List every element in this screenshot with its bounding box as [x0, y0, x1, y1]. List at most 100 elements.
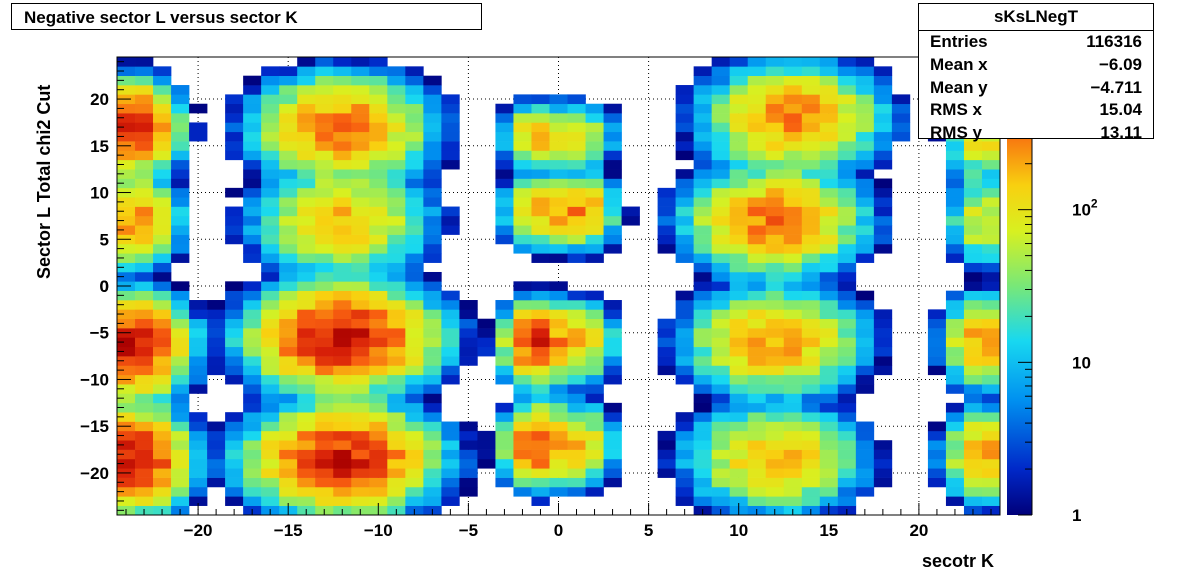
- heatmap-cell: [801, 66, 821, 76]
- heatmap-cell: [837, 271, 857, 282]
- heatmap-cell: [405, 449, 424, 460]
- heatmap-cell: [423, 225, 442, 235]
- heatmap-cell: [459, 318, 478, 329]
- heatmap-cell: [747, 262, 767, 273]
- heatmap-cell: [729, 243, 749, 254]
- y-tick-label: −15: [80, 417, 109, 436]
- heatmap-cell: [531, 421, 550, 432]
- stats-label: Entries: [930, 32, 988, 51]
- heatmap-cell: [549, 337, 568, 348]
- heatmap-cell: [801, 131, 821, 142]
- heatmap-cell: [819, 449, 839, 460]
- heatmap-cell: [135, 477, 154, 488]
- heatmap-cell: [783, 393, 803, 404]
- heatmap-cell: [585, 440, 604, 450]
- heatmap-cell: [945, 356, 965, 366]
- heatmap-cell: [297, 393, 316, 404]
- heatmap-cell: [837, 66, 857, 76]
- heatmap-cell: [603, 440, 622, 450]
- heatmap-cell: [729, 225, 749, 235]
- heatmap-cell: [963, 234, 983, 245]
- heatmap-cell: [783, 85, 803, 95]
- heatmap-cell: [333, 337, 352, 348]
- heatmap-cell: [747, 393, 767, 404]
- heatmap-cell: [711, 468, 730, 478]
- heatmap-cell: [963, 440, 983, 450]
- heatmap-cell: [819, 290, 839, 301]
- heatmap-cell: [963, 365, 983, 376]
- heatmap-cell: [585, 113, 604, 123]
- heatmap-cell: [423, 159, 442, 170]
- heatmap-cell: [189, 318, 208, 329]
- heatmap-cell: [207, 300, 226, 310]
- heatmap-cell: [261, 468, 280, 478]
- heatmap-cell: [153, 206, 172, 217]
- heatmap-cell: [225, 122, 244, 133]
- heatmap-cell: [855, 215, 875, 226]
- heatmap-cell: [207, 468, 226, 478]
- heatmap-cell: [351, 215, 370, 226]
- y-tick-label: −5: [90, 324, 109, 343]
- heatmap-cell: [243, 468, 262, 478]
- heatmap-cell: [729, 253, 749, 263]
- heatmap-cell: [297, 412, 316, 422]
- heatmap-cell: [369, 66, 388, 76]
- heatmap-cell: [261, 290, 280, 301]
- heatmap-cell: [135, 215, 154, 226]
- heatmap-cell: [657, 468, 676, 478]
- heatmap-cell: [531, 150, 550, 161]
- heatmap-cell: [423, 477, 442, 488]
- heatmap-cell: [423, 365, 442, 376]
- heatmap-cell: [405, 225, 424, 235]
- heatmap-cell: [279, 356, 298, 366]
- heatmap-cell: [855, 169, 875, 179]
- heatmap-cell: [747, 159, 767, 170]
- heatmap-cell: [531, 309, 550, 320]
- heatmap-cell: [603, 122, 622, 133]
- heatmap-cell: [279, 169, 298, 179]
- heatmap-cell: [873, 131, 893, 142]
- heatmap-cell: [531, 141, 550, 151]
- heatmap-cell: [297, 178, 316, 189]
- heatmap-cell: [405, 271, 424, 282]
- heatmap-cell: [837, 412, 857, 422]
- heatmap-cell: [513, 122, 532, 133]
- heatmap-cell: [729, 477, 749, 488]
- heatmap-cell: [945, 402, 965, 413]
- heatmap-cell: [729, 318, 749, 329]
- heatmap-cell: [135, 187, 154, 198]
- heatmap-cell: [603, 159, 622, 170]
- heatmap-cell: [675, 356, 694, 366]
- heatmap-cell: [153, 103, 172, 114]
- heatmap-cell: [351, 131, 370, 142]
- heatmap-cell: [243, 337, 262, 348]
- heatmap-cell: [297, 75, 316, 86]
- heatmap-cell: [189, 309, 208, 320]
- heatmap-cell: [765, 122, 785, 133]
- heatmap-cell: [225, 328, 244, 338]
- heatmap-cell: [819, 215, 839, 226]
- heatmap-cell: [747, 328, 767, 338]
- heatmap-cell: [189, 131, 208, 142]
- heatmap-cell: [405, 197, 424, 207]
- heatmap-cell: [837, 337, 857, 348]
- heatmap-cell: [477, 430, 496, 441]
- heatmap-cell: [801, 234, 821, 245]
- heatmap-cell: [657, 449, 676, 460]
- heatmap-cell: [189, 365, 208, 376]
- heatmap-cell: [333, 187, 352, 198]
- heatmap-cell: [315, 262, 334, 273]
- heatmap-cell: [117, 215, 136, 226]
- heatmap-cell: [819, 384, 839, 394]
- heatmap-cell: [657, 337, 676, 348]
- y-tick-label: 0: [100, 277, 109, 296]
- heatmap-cell: [243, 496, 262, 506]
- heatmap-cell: [549, 356, 568, 366]
- heatmap-cell: [747, 150, 767, 161]
- heatmap-cell: [315, 271, 334, 282]
- heatmap-cell: [441, 486, 460, 497]
- heatmap-cell: [171, 178, 190, 189]
- chart-title: Negative sector L versus sector K: [11, 3, 482, 30]
- heatmap-cell: [873, 477, 893, 488]
- heatmap-cell: [351, 365, 370, 376]
